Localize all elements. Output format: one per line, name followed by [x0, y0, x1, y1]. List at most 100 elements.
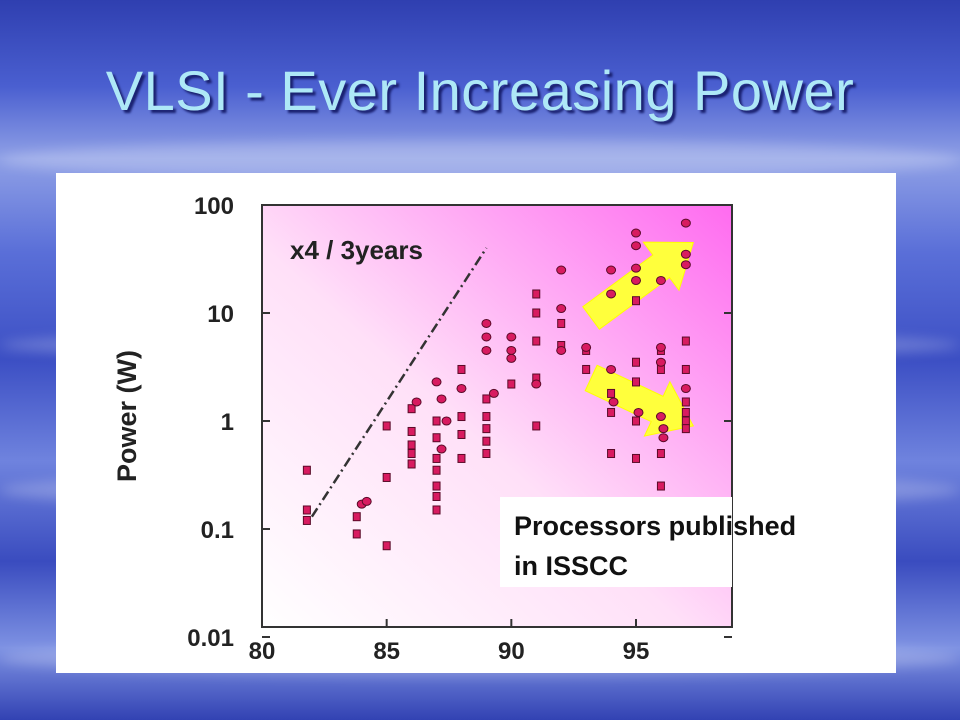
data-point-circle — [631, 275, 641, 285]
y-tick-label: 0.01 — [187, 625, 234, 652]
data-point-square — [656, 481, 665, 491]
data-point-square — [681, 397, 690, 407]
data-point-square — [681, 336, 690, 346]
data-point-square — [607, 407, 616, 417]
data-point-circle — [680, 383, 691, 393]
data-point-square — [681, 407, 690, 417]
data-point-square — [681, 364, 690, 374]
data-point-square — [482, 449, 491, 459]
data-point-circle — [658, 433, 669, 443]
data-points — [302, 218, 691, 551]
data-point-square — [557, 318, 566, 328]
data-point-circle — [606, 265, 617, 275]
data-point-circle — [556, 265, 567, 275]
data-point-square — [407, 459, 416, 469]
data-point-square — [407, 404, 416, 414]
y-tick-label: 1 — [221, 409, 234, 436]
data-point-circle — [436, 444, 447, 454]
x-tick-label: 95 — [623, 638, 650, 665]
data-point-square — [457, 453, 466, 463]
data-point-square — [432, 481, 441, 491]
data-point-square — [457, 412, 466, 422]
data-point-circle — [631, 263, 641, 273]
data-point-square — [607, 388, 616, 398]
data-point-square — [681, 416, 690, 426]
data-point-square — [632, 377, 640, 387]
data-point-circle — [436, 394, 447, 404]
y-tick-label: 0.1 — [201, 517, 234, 544]
y-tick-label: 10 — [207, 301, 234, 328]
y-tick-label: 100 — [194, 193, 234, 220]
data-point-square — [407, 426, 416, 436]
data-point-square — [302, 515, 311, 525]
data-point-square — [352, 512, 361, 522]
data-point-circle — [481, 332, 492, 342]
data-point-square — [532, 336, 541, 346]
data-point-square — [382, 541, 391, 551]
data-point-square — [352, 529, 361, 539]
data-point-square — [632, 453, 640, 463]
data-point-circle — [441, 416, 452, 426]
data-point-square — [681, 424, 690, 434]
data-point-circle — [631, 241, 641, 251]
data-point-square — [632, 416, 640, 426]
data-point-circle — [680, 249, 691, 259]
data-point-square — [482, 412, 491, 422]
data-point-square — [482, 394, 491, 404]
data-point-square — [632, 296, 640, 306]
data-point-circle — [606, 364, 617, 374]
data-point-square — [532, 289, 541, 299]
data-point-square — [407, 440, 416, 450]
data-point-square — [607, 449, 616, 459]
trend-annotation: x4 / 3years — [290, 235, 488, 518]
data-point-square — [582, 364, 591, 374]
data-point-square — [532, 308, 541, 318]
data-point-circle — [506, 332, 517, 342]
data-point-square — [432, 505, 441, 515]
data-point-circle — [655, 412, 666, 422]
scatter-chart: 0.01 0.1 1 10 100 80 85 90 95 Power (W) x4 / 3y… — [112, 193, 796, 665]
legend-box: Processors published in ISSCC — [500, 497, 796, 587]
data-point-square — [382, 472, 391, 482]
data-point-circle — [361, 496, 372, 506]
legend-line-1: Processors published — [514, 511, 796, 541]
data-point-circle — [655, 357, 666, 367]
trend-line — [310, 247, 488, 518]
data-point-square — [302, 505, 311, 515]
data-point-square — [457, 364, 466, 374]
legend-line-2: in ISSCC — [514, 551, 628, 581]
data-point-circle — [608, 397, 619, 407]
data-point-circle — [680, 260, 691, 270]
data-point-circle — [658, 424, 669, 434]
data-point-circle — [431, 377, 442, 387]
data-point-square — [457, 429, 466, 439]
data-point-circle — [655, 275, 666, 285]
data-point-circle — [531, 379, 542, 389]
data-point-square — [432, 433, 441, 443]
y-axis-label: Power (W) — [112, 350, 142, 482]
data-point-circle — [631, 228, 641, 238]
data-point-circle — [655, 342, 666, 352]
data-point-square — [532, 421, 541, 431]
data-point-circle — [633, 407, 644, 417]
trend-arrows — [582, 241, 695, 437]
x-tick-label: 90 — [498, 638, 525, 665]
data-point-circle — [556, 304, 567, 314]
y-axis-ticks: 0.01 0.1 1 10 100 — [187, 193, 732, 652]
trend-label: x4 / 3years — [290, 235, 423, 265]
data-point-circle — [456, 383, 467, 393]
data-point-circle — [481, 318, 492, 328]
slide-title: VLSI - Ever Increasing Power — [105, 59, 855, 122]
data-point-circle — [680, 218, 691, 228]
trend-arrow-up — [582, 241, 694, 330]
data-point-circle — [481, 345, 492, 355]
data-point-square — [407, 449, 416, 459]
data-point-square — [632, 357, 640, 367]
data-point-square — [382, 421, 391, 431]
x-tick-label: 80 — [249, 638, 276, 665]
data-point-square — [432, 491, 441, 501]
data-point-square — [432, 453, 441, 463]
data-point-circle — [606, 289, 617, 299]
chart-figure: 0.01 0.1 1 10 100 80 85 90 95 Power (W) x4 / 3y… — [56, 173, 896, 673]
data-point-circle — [506, 353, 517, 363]
